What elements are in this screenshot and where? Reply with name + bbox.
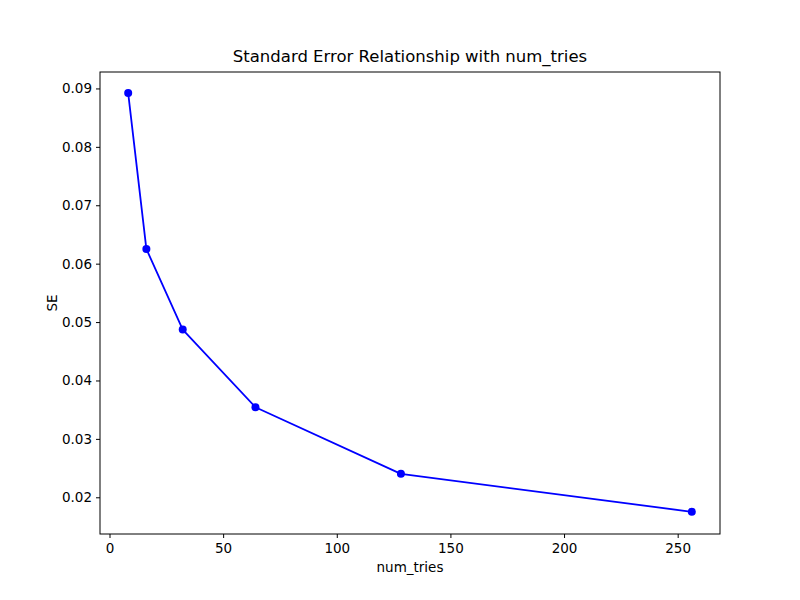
- data-point: [124, 89, 132, 97]
- y-tick-label: 0.02: [62, 489, 92, 505]
- y-tick-label: 0.04: [62, 372, 92, 388]
- y-tick-label: 0.07: [62, 197, 92, 213]
- chart-canvas: 0 50 100 150 200 250 0.02 0.03 0.04 0.05 0.06 0.07 0…: [0, 0, 800, 600]
- figure: 0 50 100 150 200 250 0.02 0.03 0.04 0.05 0.06 0.07 0…: [0, 0, 800, 600]
- x-tick-label: 0: [106, 540, 115, 556]
- x-tick-label: 200: [552, 540, 578, 556]
- data-point: [688, 508, 696, 516]
- x-tick-label: 150: [438, 540, 464, 556]
- x-tick-label: 50: [215, 540, 232, 556]
- plot-area: 0 50 100 150 200 250 0.02 0.03 0.04 0.05 0.06 0.07 0…: [62, 72, 720, 556]
- x-tick-label: 100: [324, 540, 350, 556]
- x-axis-label: num_tries: [377, 559, 444, 575]
- y-tick-label: 0.06: [62, 256, 92, 272]
- chart-title: Standard Error Relationship with num_tri…: [233, 47, 587, 67]
- data-point: [142, 245, 150, 253]
- y-tick-label: 0.08: [62, 139, 92, 155]
- x-tick-label: 250: [665, 540, 691, 556]
- y-tick-label: 0.03: [62, 431, 92, 447]
- data-point: [251, 403, 259, 411]
- axes-spines: [100, 72, 720, 534]
- data-point: [179, 326, 187, 334]
- data-point: [397, 470, 405, 478]
- y-tick-label: 0.05: [62, 314, 92, 330]
- y-axis-label: SE: [44, 294, 60, 311]
- y-tick-label: 0.09: [62, 80, 92, 96]
